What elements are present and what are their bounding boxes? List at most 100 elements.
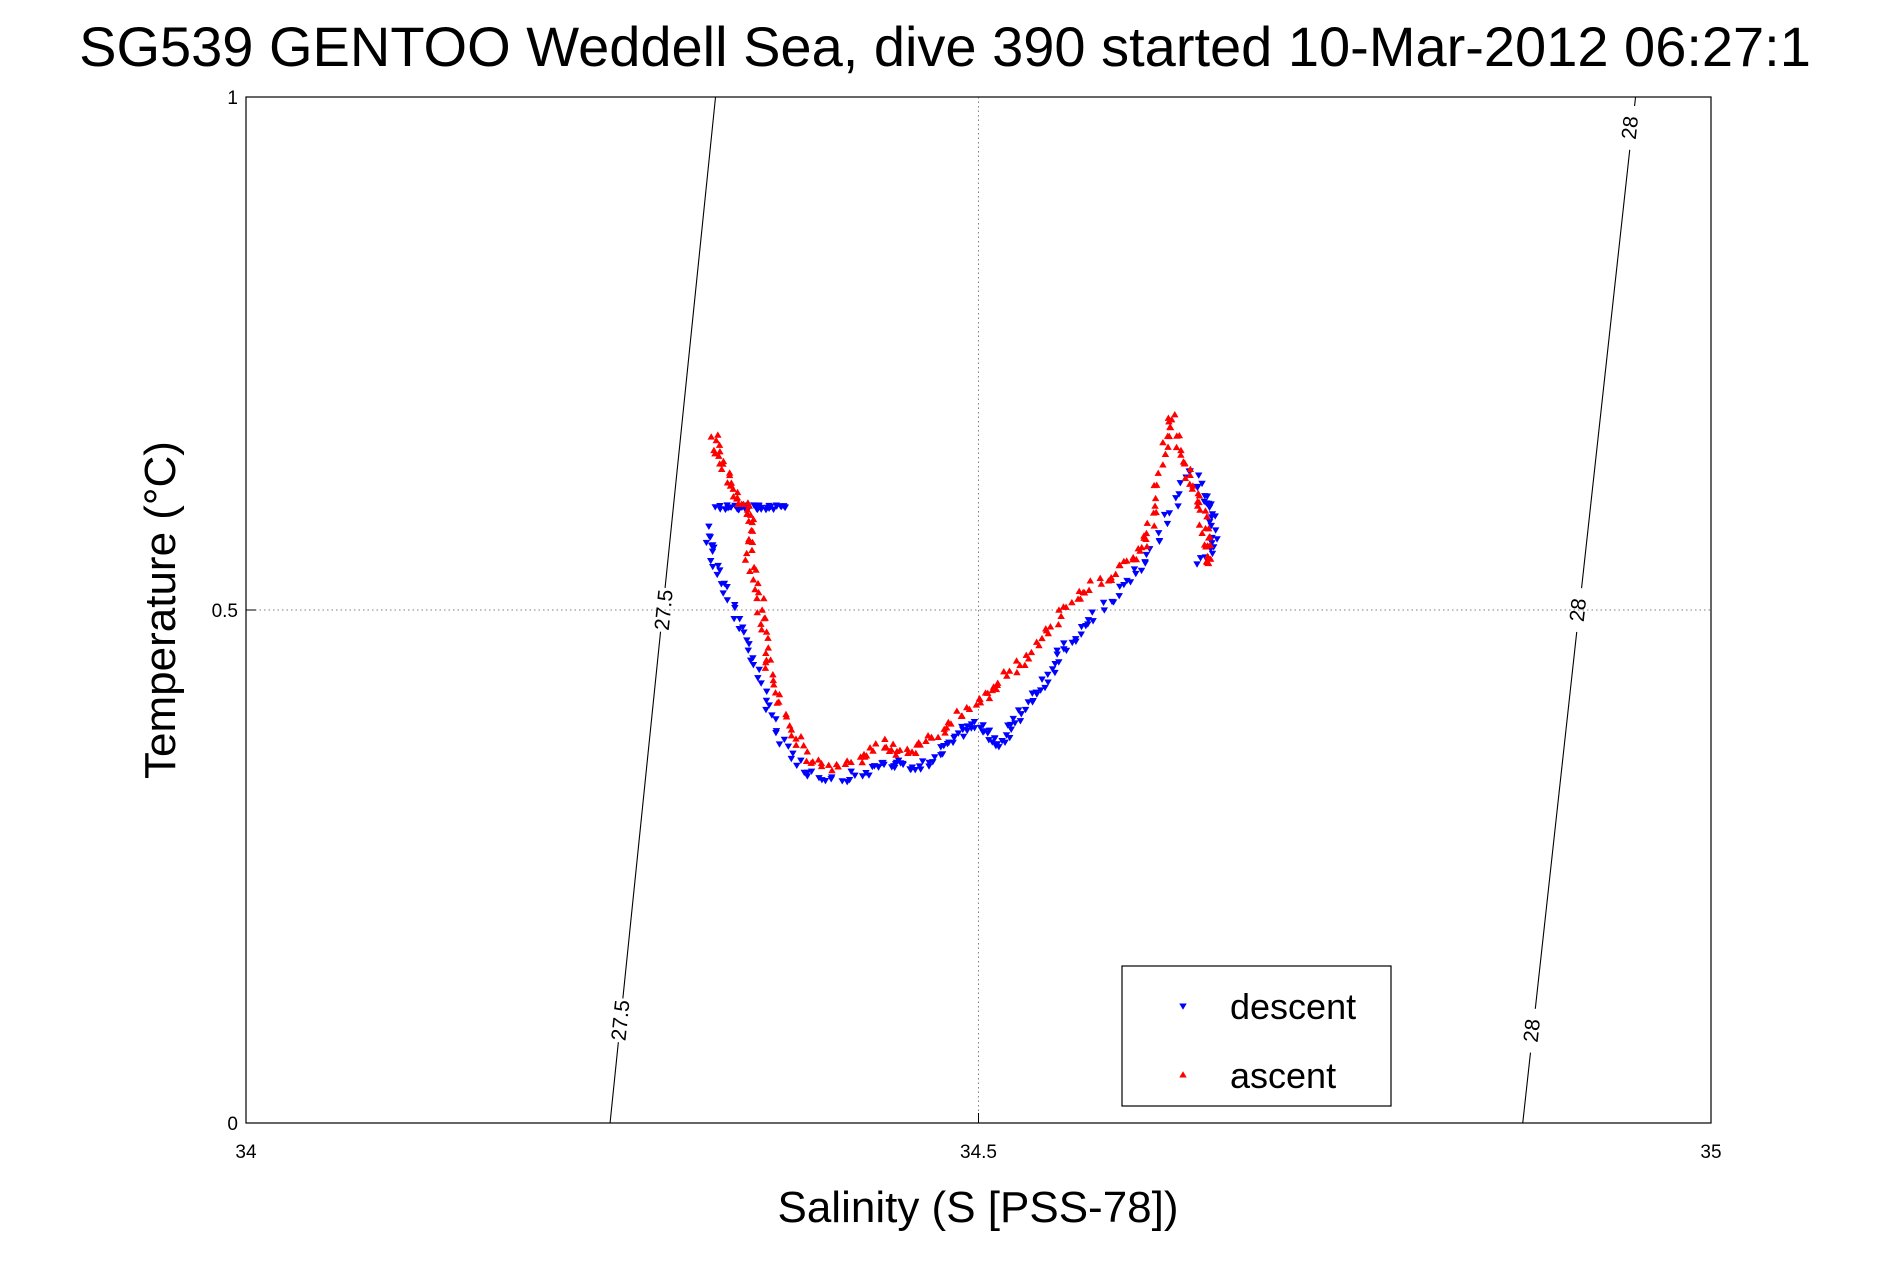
ascent-point [1143, 519, 1152, 526]
descent-point [765, 702, 773, 709]
ascent-point [976, 699, 985, 706]
descent-point [828, 774, 836, 781]
x-tick-label: 35 [1700, 1142, 1721, 1163]
descent-point [1207, 514, 1216, 521]
ascent-point [1012, 657, 1021, 664]
ascent-point [924, 732, 932, 739]
descent-point [1163, 520, 1172, 528]
descent-point [891, 761, 900, 768]
contour-label-27-5: 27.5 [608, 999, 635, 1042]
descent-point [740, 629, 748, 636]
ascent-point [1198, 529, 1206, 536]
descent-point [706, 534, 715, 541]
ascent-point [1068, 598, 1076, 606]
ascent-point [1202, 543, 1210, 550]
descent-point [851, 772, 859, 779]
ascent-point [1000, 668, 1008, 675]
ascent-point [726, 482, 735, 489]
descent-point [990, 735, 999, 742]
density-contours: 27.5 27.5 28 28 28 [608, 96, 1643, 1124]
ascent-point [742, 549, 751, 557]
ascent-point [716, 460, 724, 467]
contour-line-28 [1522, 1052, 1532, 1124]
ascent-point [753, 608, 762, 616]
ascent-point [1062, 603, 1070, 610]
ascent-point [892, 751, 900, 758]
descent-point [1044, 671, 1052, 679]
descent-point [762, 506, 770, 514]
descent-point [880, 761, 888, 769]
ascent-point [1097, 580, 1106, 587]
descent-point [1016, 718, 1025, 725]
ascent-point [792, 735, 800, 742]
ascent-point [719, 457, 728, 465]
ascent-point [715, 441, 724, 448]
ascent-point [1172, 443, 1181, 451]
contour-label-28: 28 [1520, 1018, 1545, 1044]
ascent-point [802, 757, 811, 764]
ascent-point [1186, 465, 1195, 472]
descent-point [762, 706, 770, 714]
descent-point [784, 743, 793, 750]
contour-label-28: 28 [1566, 597, 1591, 623]
descent-point [1084, 617, 1093, 624]
descent-point [1176, 480, 1185, 487]
descent-point [1165, 510, 1174, 517]
descent-point [1120, 581, 1128, 589]
descent-point [1116, 583, 1124, 591]
ascent-point [1132, 555, 1141, 563]
ascent-point [751, 585, 759, 593]
contour-line-28 [1634, 96, 1637, 107]
contour-line-28 [1580, 149, 1631, 589]
descent-point [963, 727, 971, 735]
ascent-point [922, 737, 930, 745]
ascent-point [985, 694, 994, 702]
descent-point [1132, 570, 1140, 578]
descent-point [797, 757, 805, 764]
descent-point [847, 768, 855, 775]
descent-point [949, 739, 957, 747]
descent-point [1196, 555, 1205, 562]
y-tick-label: 0 [227, 1114, 238, 1135]
descent-point [874, 764, 883, 771]
ascent-point [914, 738, 923, 746]
ascent-point [1013, 668, 1021, 676]
ascent-point [866, 744, 874, 751]
descent-point [708, 548, 717, 555]
descent-point [1051, 669, 1059, 677]
ascent-point [1166, 423, 1174, 430]
descent-point [1175, 491, 1183, 498]
descent-point [890, 764, 899, 772]
descent-point [803, 769, 812, 777]
descent-point [772, 716, 780, 723]
contour-line-27-5 [622, 631, 662, 999]
ascent-point [797, 732, 805, 740]
ascent-point [769, 671, 777, 678]
descent-point [1048, 666, 1057, 673]
ascent-point [716, 447, 724, 455]
descent-point [1041, 684, 1049, 692]
ascent-point [725, 471, 734, 479]
ascent-point [1027, 648, 1036, 656]
ascent-point [1042, 627, 1051, 634]
descent-point [719, 590, 727, 597]
ascent-point [787, 732, 796, 739]
descent-point [773, 503, 781, 510]
descent-point [735, 615, 744, 623]
ascent-point [1055, 606, 1063, 613]
ascent-point [1203, 513, 1211, 520]
descent-point [745, 641, 753, 648]
descent-point [1130, 566, 1139, 573]
ascent-point [847, 758, 855, 766]
descent-point [787, 755, 796, 763]
ascent-point [953, 707, 961, 714]
descent-point [906, 766, 914, 773]
descent-point [1060, 646, 1068, 653]
ascent-point [749, 576, 758, 583]
ascent-point [872, 740, 880, 747]
descent-point [1211, 527, 1220, 534]
ascent-point [746, 567, 754, 575]
descent-point [1077, 623, 1086, 631]
descent-point [858, 773, 867, 780]
ascent-point [1204, 525, 1213, 532]
